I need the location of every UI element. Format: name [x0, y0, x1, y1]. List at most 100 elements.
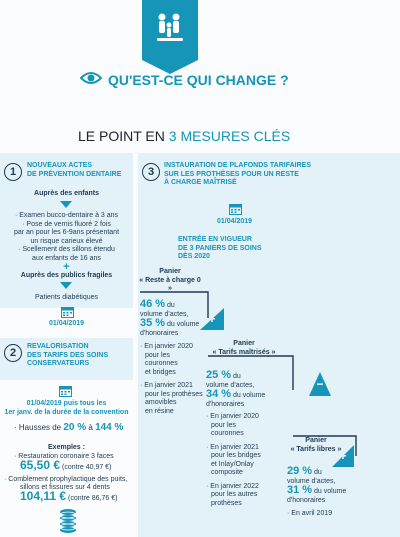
list-item: · Scellement des sillons étendu: [18, 246, 115, 253]
section2-ex2-label1: · Comblement prophylactique des puits,: [4, 476, 128, 483]
panier3-items: · En avril 2019: [287, 510, 332, 519]
section1-children-head: Auprès des enfants: [34, 190, 99, 197]
list-item: composite: [211, 469, 243, 476]
section3-panel: [138, 153, 400, 537]
section3-title-line2: SUR LES PROTHÈSES POUR UN RESTE: [164, 170, 299, 178]
section2-date-line1: 01/04/2019 puis tous les: [26, 400, 107, 407]
panier1-txt1b: volume d'actes,: [140, 310, 189, 318]
section2-date-line2: 1er janv. de la durée de la convention: [4, 408, 129, 416]
panier3-head1: Panier: [305, 437, 327, 444]
section1-title-line2: DE PRÉVENTION DENTAIRE: [27, 170, 122, 178]
list-item: et Inlay/Onlay: [211, 460, 254, 468]
panier1-stats: 46 % du volume d'actes, 35 % du volume d…: [140, 298, 200, 338]
panier1-txt2: du volume: [165, 321, 200, 328]
hausses-to: 144 %: [95, 422, 124, 433]
panier2-txt1b: volume d'actes,: [206, 381, 255, 389]
section2-dates: 01/04/2019 puis tous les 1er janv. de la…: [0, 400, 133, 417]
list-item: un risque carieux élevé: [30, 237, 103, 245]
panier2-items: · En janvier 2020 pour les couronnes · E…: [206, 413, 261, 508]
ex2-price: 104,11 €: [20, 489, 67, 503]
section1-fragile-head: Auprès des publics fragiles: [20, 272, 113, 279]
list-item: par an pour les 6-9ans présentant: [13, 229, 120, 236]
section2-examples-head: Exemples :: [48, 444, 85, 451]
calendar-icon: [229, 204, 242, 215]
panier1-head1: Panier: [159, 268, 181, 275]
section1-children-list: · Examen bucco-dentaire à 3 ans · Pose d…: [0, 212, 133, 263]
panier3-txt1b: volume d'actes,: [287, 477, 336, 485]
list-item: · En avril 2019: [287, 510, 333, 517]
page-subtitle: LE POINT EN 3 MESURES CLÉS: [78, 128, 290, 144]
panier2-txt2: du volume: [231, 392, 266, 399]
panier3-txt2: du volume: [312, 488, 347, 495]
panier2-txt1a: du: [231, 373, 241, 380]
list-item: · Examen bucco-dentaire à 3 ans: [14, 212, 119, 219]
section2-title-line3: CONSERVATEURS: [27, 360, 90, 367]
panier2-pct1: 25 %: [206, 369, 232, 381]
panier1-txt1a: du: [165, 302, 175, 309]
section2-title-line2: DES TARIFS DES SOINS: [27, 351, 109, 359]
list-item: pour les bridges: [211, 452, 261, 459]
panier3-head: Panier « Tarifs libres »: [284, 437, 348, 454]
panier3-txt1a: du: [312, 469, 322, 476]
section3-date: 01/04/2019: [217, 218, 253, 225]
section1-plus: +: [63, 261, 70, 273]
list-item: · En janvier 2022: [206, 482, 259, 490]
section1-date: 01/04/2019: [48, 320, 85, 327]
panier2-txt3: d'honoraires: [206, 400, 245, 408]
panier1-head: Panier « Reste à charge 0 »: [138, 268, 202, 294]
list-item: · En janvier 2020: [206, 413, 259, 420]
section1-number: 1: [4, 163, 22, 181]
subtitle-accent: 3 MESURES CLÉS: [168, 128, 291, 144]
section3-title-line1: INSTAURATION DE PLAFONDS TARIFAIRES: [164, 162, 311, 169]
list-item: · En janvier 2021: [206, 443, 259, 451]
section2-title: REVALORISATION DES TARIFS DES SOINS CONS…: [27, 343, 108, 369]
list-item: · En janvier 2020: [140, 343, 193, 350]
staircase-lines: [140, 291, 357, 456]
section2-ex1-label: · Restauration coronaire 3 faces: [14, 453, 114, 460]
calendar-icon: [61, 307, 74, 318]
section2-number: 2: [4, 344, 22, 362]
section2-hausses: · Hausses de 20 % à 144 %: [14, 422, 124, 433]
entry-line3: DÈS 2020: [178, 253, 210, 260]
list-item: aux enfants de 16 ans: [32, 254, 101, 262]
section1-title: NOUVEAUX ACTES DE PRÉVENTION DENTAIRE: [27, 162, 121, 179]
list-item: pour les: [145, 351, 170, 359]
coins-icon: [59, 509, 77, 533]
panier1-txt3: d'honoraires: [140, 329, 179, 337]
panier3-pct2: 31 %: [287, 484, 313, 496]
panier3-txt3: d'honoraires: [287, 496, 326, 504]
panier2-head1: Panier: [233, 340, 255, 347]
list-item: couronnes: [145, 360, 178, 367]
ex2-old: (contre 86,76 €): [66, 495, 118, 502]
ex1-price: 65,50 €: [20, 458, 61, 472]
hausses-mid: à: [86, 423, 96, 432]
panier3-head2: « Tarifs libres »: [290, 445, 342, 453]
section2-title-line1: REVALORISATION: [27, 343, 89, 350]
list-item: pour les: [211, 421, 236, 429]
list-item: pour les prothèses: [145, 390, 203, 398]
list-item: et bridges: [145, 368, 176, 376]
list-item: prothèses: [211, 499, 242, 507]
section2-panel: [0, 338, 133, 380]
hausses-from: 20 %: [63, 422, 87, 433]
panier1-pct2: 35 %: [140, 317, 166, 329]
list-item: amovibles: [145, 399, 177, 406]
entry-line2: DE 3 PANIERS DE SOINS: [178, 244, 262, 252]
list-item: pour les autres: [211, 491, 258, 498]
panier1-pct1: 46 %: [140, 298, 166, 310]
list-item: · En janvier 2021: [140, 382, 193, 389]
calendar-icon: [59, 386, 72, 397]
list-item: couronnes: [211, 430, 244, 437]
section2-ex2: 104,11 € (contre 86,76 €): [20, 489, 118, 504]
arrow-down-icon: [60, 201, 72, 208]
panier1-items: · En janvier 2020 pour les couronnes et …: [140, 343, 203, 416]
list-item: en résine: [145, 407, 174, 415]
section2-ex2-label2: sillons et fissures sur 4 dents: [20, 484, 110, 491]
section3-title-line3: À CHARGE MAÎTRISÉ: [164, 179, 237, 186]
panier2-head: Panier « Tarifs maîtrisés »: [206, 340, 282, 357]
panier2-stats: 25 % du volume d'actes, 34 % du volume d…: [206, 369, 266, 409]
section1-title-line1: NOUVEAUX ACTES: [27, 162, 93, 169]
section3-number: 3: [142, 163, 160, 181]
panier2-head2: « Tarifs maîtrisés »: [212, 348, 276, 356]
panier1-head2: « Reste à charge 0 »: [139, 276, 201, 293]
